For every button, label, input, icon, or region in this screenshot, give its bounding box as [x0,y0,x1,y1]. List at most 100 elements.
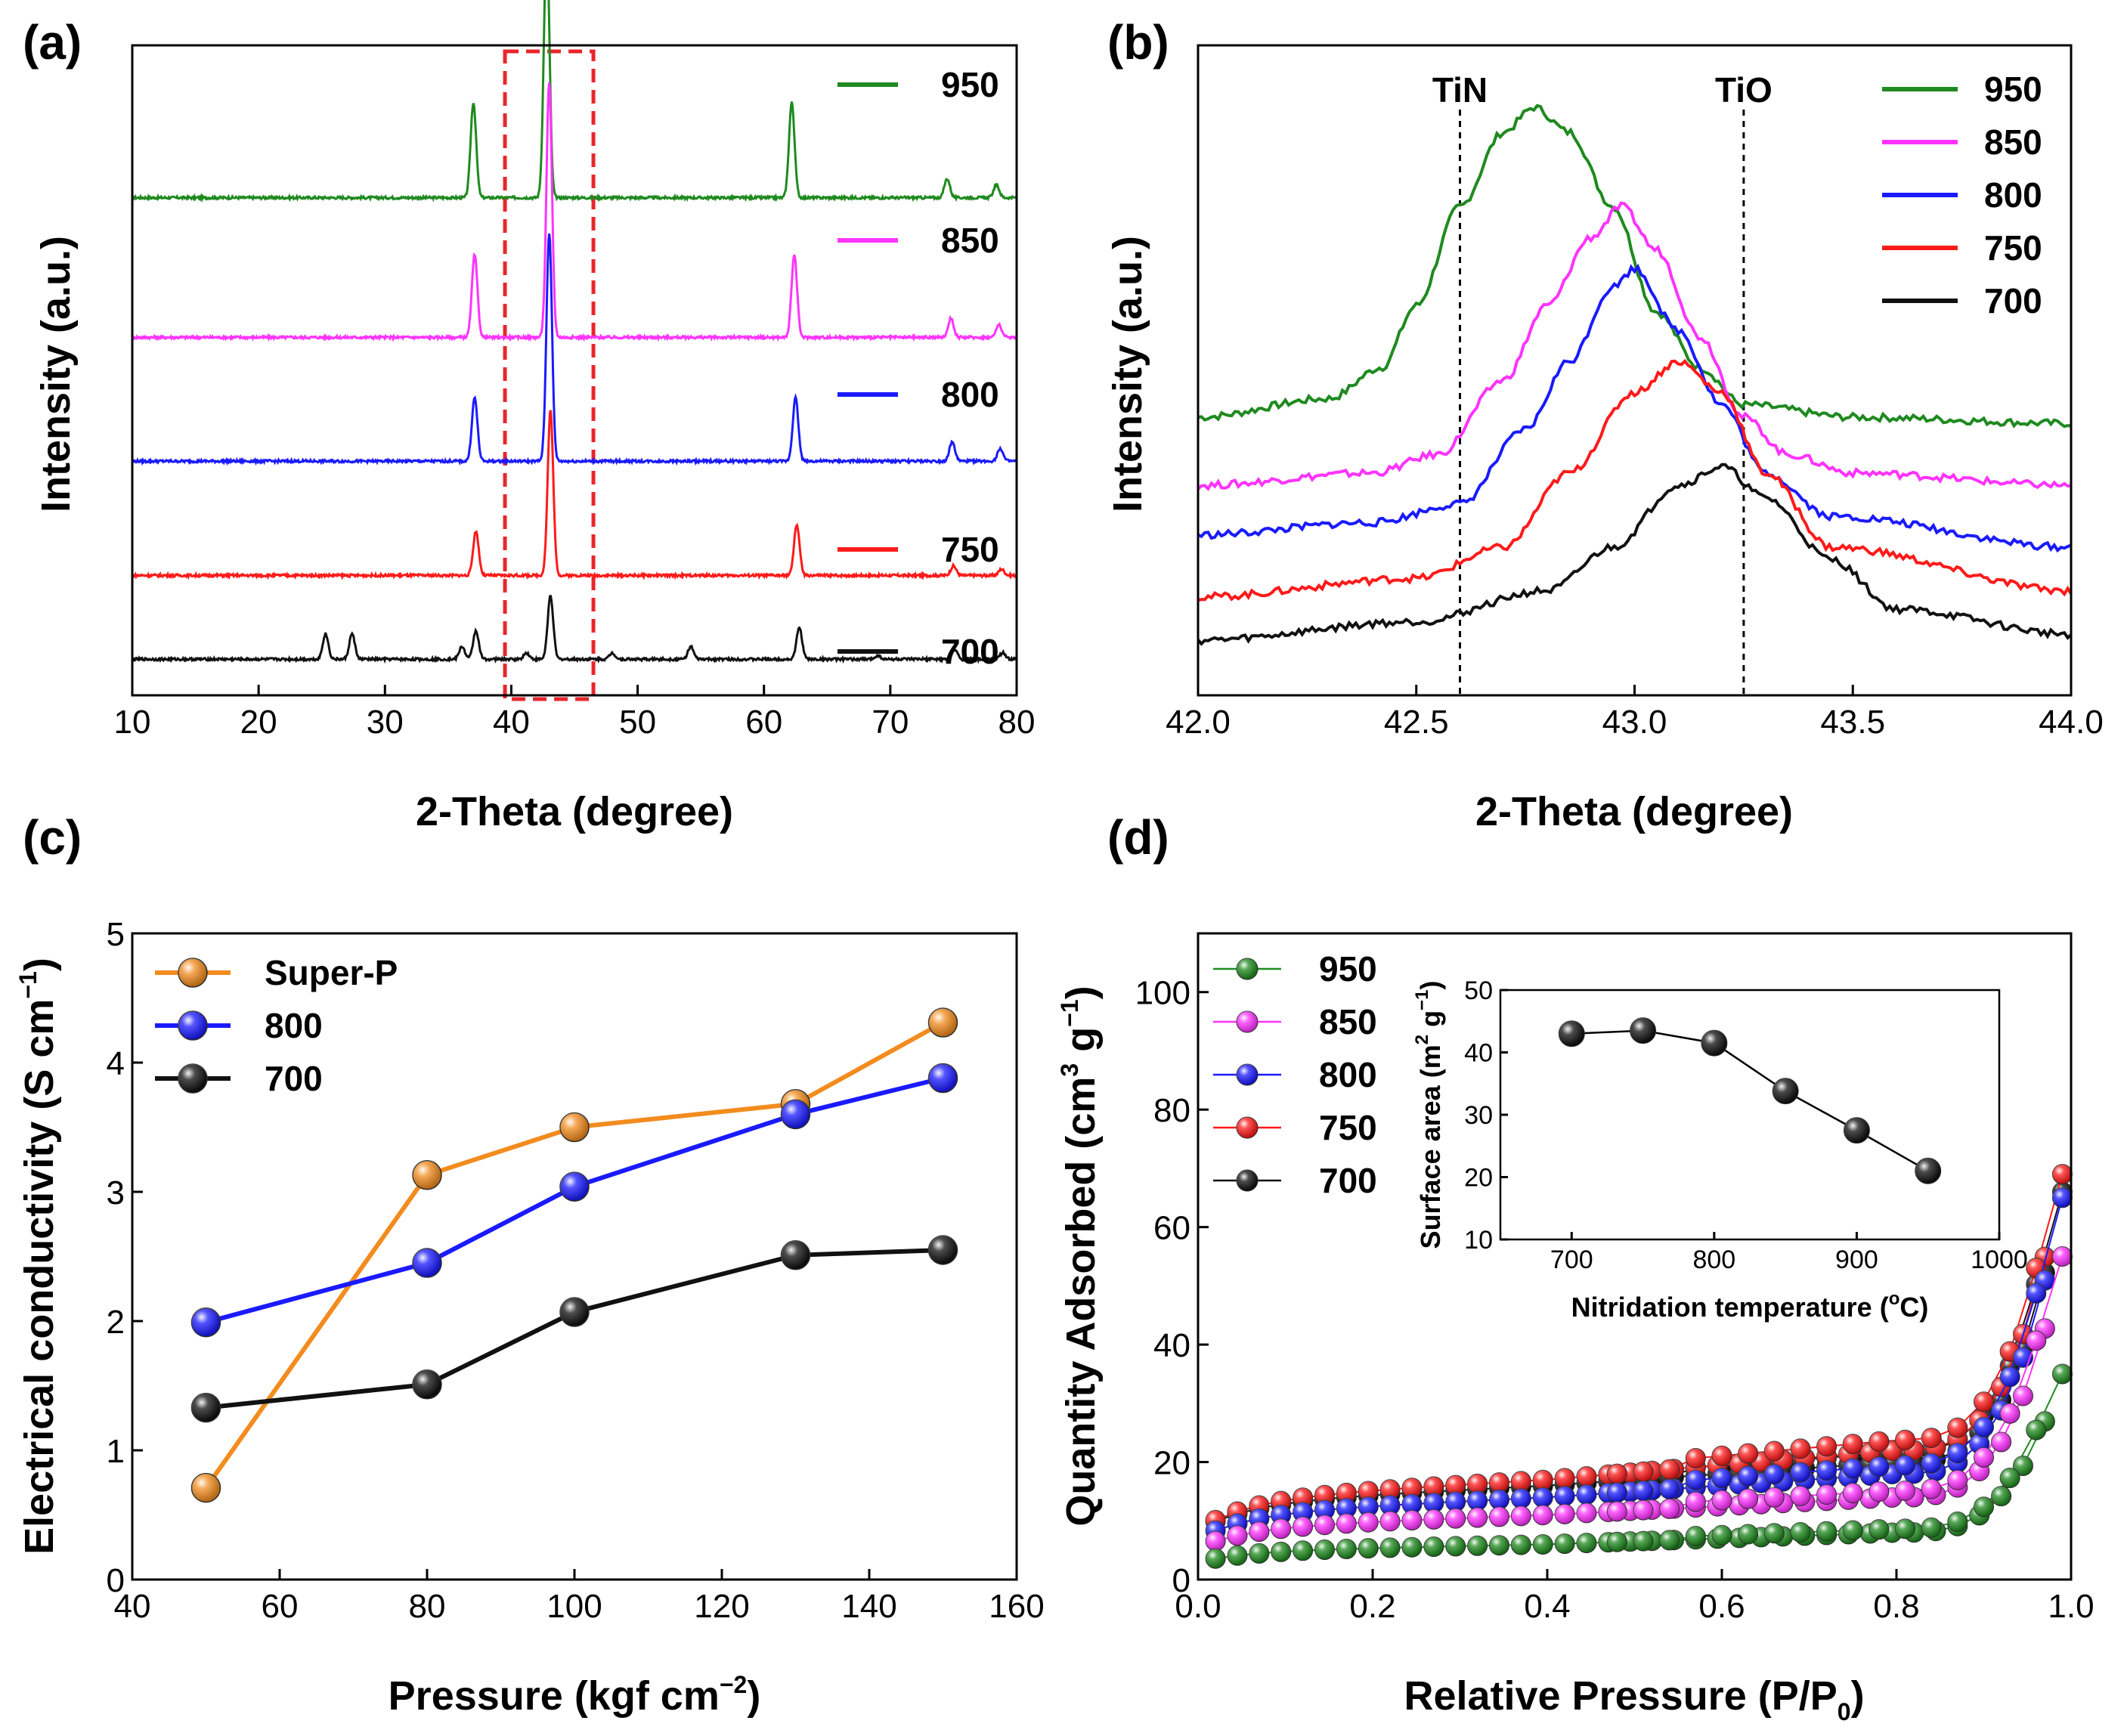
legend-marker-shine-950 [1237,958,1258,979]
des-point-shine-950 [1868,1519,1889,1540]
x-axis-title-a: 2-Theta (degree) [416,789,733,834]
ads-point-shine-750 [1314,1485,1335,1505]
legend-label-800: 800 [941,375,999,414]
series-line-750 [132,410,1017,581]
des-point-shine-850 [1790,1486,1810,1506]
marker-shine-Super-P [928,1007,958,1037]
ads-point-shine-850 [1227,1525,1247,1546]
legend-label-800: 800 [1319,1055,1377,1094]
des-point-shine-950 [1895,1518,1915,1539]
des-point-shine-950 [1686,1526,1706,1546]
des-point-shine-800 [2000,1366,2020,1387]
des-point-shine-800 [1868,1456,1889,1477]
des-point-shine-750 [2052,1164,2073,1184]
x-tick-label: 0.8 [1873,1588,1919,1625]
y-tick-label: 1 [107,1433,125,1470]
x-tick-label: 160 [989,1588,1044,1625]
x-tick-label: 43.5 [1820,704,1885,741]
legend-label-750: 750 [1319,1108,1377,1147]
des-point-shine-950 [2052,1363,2073,1384]
surface-area-point-shine [1772,1078,1799,1104]
y-ticks-inset: 10 20 30 40 50 [1464,976,1508,1255]
des-point-shine-850 [1738,1489,1758,1509]
x-tick-label: 1000 [1971,1246,2028,1274]
des-point-shine-950 [1921,1518,1942,1538]
marker-shine-800 [781,1100,810,1129]
series-line-950 [1197,104,2072,429]
x-tick-label: 40 [493,704,530,741]
des-point-shine-950 [2000,1468,2020,1488]
ads-point-shine-850 [1401,1510,1422,1530]
ads-point-shine-950 [1467,1536,1488,1556]
des-point-shine-850 [1686,1491,1706,1512]
ref-label-TiO: TiO [1715,70,1772,110]
x-tick-label: 80 [409,1588,446,1625]
ads-point-shine-950 [1293,1540,1313,1561]
ads-point-shine-950 [1489,1535,1509,1555]
series-line-850 [1197,201,2072,491]
marker-shine-700 [191,1393,221,1422]
ads-point-shine-950 [1336,1539,1357,1559]
des-point-shine-950 [1607,1532,1627,1552]
ads-point-shine-950 [1206,1549,1226,1569]
x-axis-title-d: Relative Pressure (P/P0) [1404,1673,1864,1725]
panel-a-letter: (a) [23,15,82,70]
des-point-shine-950 [1659,1530,1680,1550]
marker-shine-700 [413,1369,441,1399]
ads-point-shine-950 [1511,1535,1531,1555]
y-tick-label: 5 [107,916,125,953]
x-tick-label: 0.4 [1524,1588,1570,1625]
ads-point-shine-850 [1206,1531,1226,1552]
des-point-shine-750 [1843,1434,1863,1454]
x-axis-title-c: Pressure (kgf cm−2) [389,1671,761,1719]
des-point-shine-850 [1712,1490,1732,1511]
des-point-shine-800 [1816,1460,1837,1481]
ads-point-shine-750 [1423,1476,1444,1496]
ads-point-shine-800 [1576,1484,1596,1505]
x-ticks-b: 42.0 42.5 43.0 43.5 44.0 [1166,685,2104,741]
x-tick-label: 60 [745,704,782,741]
legend-label-800: 800 [1984,175,2042,215]
x-tick-label: 42.5 [1384,704,1449,741]
legend-b: 950 850 800 750 700 [1882,70,2042,320]
legend-label-700: 700 [265,1059,323,1098]
surface-area-point-shine [1701,1030,1727,1057]
surface-area-point-shine [1630,1017,1656,1044]
y-ticks-d: 0 20 40 60 80 100 [1135,975,1209,1599]
marker-shine-800 [191,1307,221,1337]
des-point-shine-850 [1974,1447,1994,1468]
ads-point-shine-850 [1293,1516,1313,1536]
marker-shine-800 [560,1172,589,1202]
ads-point-shine-850 [1271,1518,1291,1539]
des-point-shine-750 [1921,1428,1942,1448]
x-tick-label: 1.0 [2048,1588,2094,1625]
ads-point-shine-800 [1423,1493,1444,1513]
legend-label-700: 700 [941,632,999,671]
x-tick-label: 40 [114,1588,151,1625]
y-tick-label: 40 [1464,1039,1493,1068]
y-tick-label: 30 [1464,1101,1493,1130]
des-point-shine-750 [1633,1462,1654,1482]
x-tick-label: 20 [240,704,277,741]
ads-point-shine-850 [1533,1505,1553,1525]
x-tick-label: 800 [1692,1246,1735,1274]
des-point-shine-800 [2026,1283,2046,1304]
ads-point-shine-750 [1445,1475,1466,1496]
des-point-shine-850 [2026,1330,2046,1351]
x-ticks-c: 40 60 80 100 120 140 160 [114,1569,1045,1625]
legend-marker-shine-700 [178,1064,207,1093]
y-tick-label: 2 [107,1304,125,1341]
y-axis-title-c: Electrical conductivity (S cm−1) [14,958,62,1555]
marker-shine-Super-P [560,1112,589,1142]
legend-label-950: 950 [941,65,999,104]
series-line-800 [131,234,1017,466]
legend-marker-shine-800 [178,1011,207,1040]
legend-marker-shine-Super-P [178,958,207,987]
des-point-shine-850 [1607,1501,1627,1521]
legend-label-700: 700 [1984,281,2042,320]
ads-point-shine-850 [1423,1509,1444,1530]
x-tick-label: 30 [367,704,404,741]
ads-point-shine-950 [1445,1536,1466,1556]
inset-x-title: Nitridation temperature (oC) [1571,1289,1929,1323]
x-tick-label: 0.2 [1349,1588,1395,1625]
